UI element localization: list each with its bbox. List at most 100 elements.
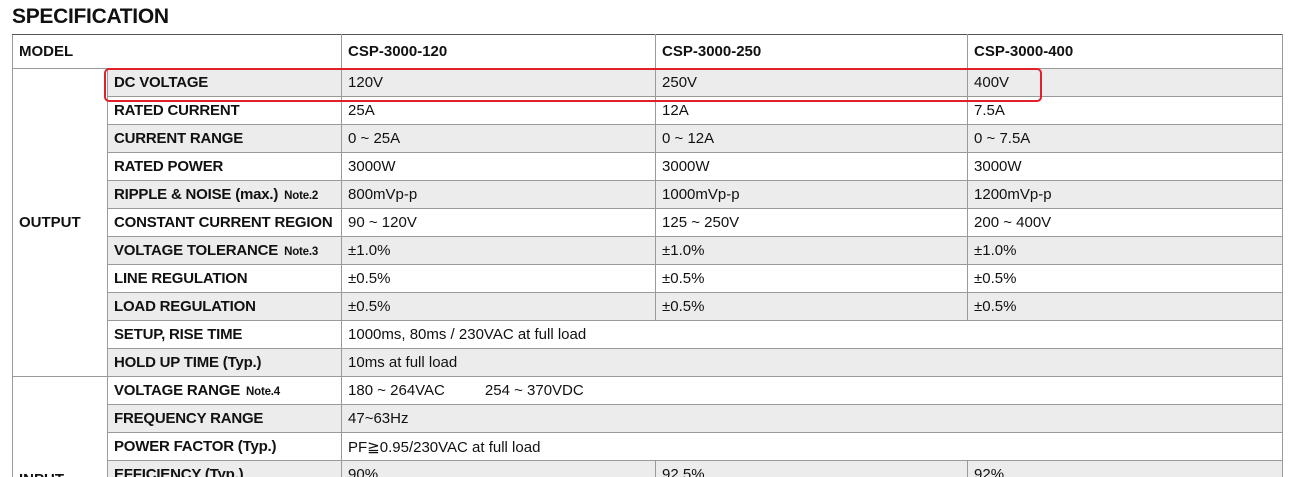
label-text: LOAD REGULATION: [114, 298, 256, 315]
spec-row: RATED POWER 3000W 3000W 3000W: [13, 152, 1284, 181]
value-cell: 0 ~ 7.5A: [967, 124, 1284, 153]
value-cell: 1200mVp-p: [967, 180, 1284, 209]
spec-row: POWER FACTOR (Typ.) PF≧0.95/230VAC at ful…: [13, 432, 1284, 461]
value-cell: 125 ~ 250V: [655, 208, 969, 237]
value-cell: 0 ~ 12A: [655, 124, 969, 153]
label-text: DC VOLTAGE: [114, 74, 209, 91]
value-cell: 180 ~ 264VAC 254 ~ 370VDC: [341, 376, 1284, 405]
group-label: INPUT: [12, 376, 108, 477]
model-name: CSP-3000-400: [967, 34, 1284, 69]
spec-row: SETUP, RISE TIME 1000ms, 80ms / 230VAC at…: [13, 320, 1284, 349]
value-text: 254 ~ 370VDC: [484, 382, 584, 399]
label-text: FREQUENCY RANGE: [114, 410, 264, 427]
row-label: RATED POWER: [106, 152, 343, 181]
value-cell: ±0.5%: [655, 292, 969, 321]
value-cell: 92.5%: [655, 460, 969, 477]
spec-row: INPUT VOLTAGE RANGE Note.4 180 ~ 264VAC 254 …: [12, 376, 1284, 477]
label-text: RIPPLE & NOISE (max.): [114, 186, 279, 203]
spec-row: EFFICIENCY (Typ.) 90% 92.5% 92%: [13, 460, 1284, 477]
value-cell: 7.5A: [967, 96, 1284, 125]
row-label: FREQUENCY RANGE: [106, 404, 343, 433]
value-cell: ±1.0%: [967, 236, 1284, 265]
row-label: DC VOLTAGE: [106, 68, 343, 97]
label-text: VOLTAGE TOLERANCE: [114, 242, 279, 259]
value-cell: 800mVp-p: [341, 180, 657, 209]
title: SPECIFICATION: [12, 5, 169, 28]
spec-table: MODEL CSP-3000-120 CSP-3000-250 CSP-3000-40…: [11, 34, 1284, 477]
header-row: MODEL CSP-3000-120 CSP-3000-250 CSP-3000-40…: [11, 34, 1284, 69]
value-text: 180 ~ 264VAC: [348, 382, 445, 399]
value-text: PF≧0.95/230VAC at full load: [348, 438, 541, 456]
value-cell: 90 ~ 120V: [341, 208, 657, 237]
label-text: LINE REGULATION: [114, 270, 248, 287]
group-label: OUTPUT: [12, 68, 108, 377]
value-cell: ±0.5%: [967, 292, 1284, 321]
label-text: SETUP, RISE TIME: [114, 326, 243, 343]
spec-row: RATED CURRENT 25A 12A 7.5A: [13, 96, 1284, 125]
label-text: VOLTAGE RANGE: [114, 382, 241, 399]
label-text: RATED POWER: [114, 158, 224, 175]
value-text: 47~63Hz: [348, 410, 409, 427]
row-label: VOLTAGE TOLERANCE Note.3: [106, 236, 343, 265]
value-cell: 3000W: [655, 152, 969, 181]
value-cell: 200 ~ 400V: [967, 208, 1284, 237]
row-label: RATED CURRENT: [106, 96, 343, 125]
row-label: LINE REGULATION: [106, 264, 343, 293]
value-cell: 10ms at full load: [341, 348, 1284, 377]
row-label: EFFICIENCY (Typ.): [106, 460, 343, 477]
label-text: HOLD UP TIME (Typ.): [114, 354, 262, 371]
model-name: CSP-3000-120: [341, 34, 657, 69]
row-label: LOAD REGULATION: [106, 292, 343, 321]
value-cell: 90%: [341, 460, 657, 477]
value-cell: 3000W: [967, 152, 1284, 181]
model-name: CSP-3000-250: [655, 34, 969, 69]
value-cell: 92%: [967, 460, 1284, 477]
label-text: RATED CURRENT: [114, 102, 240, 119]
row-label: HOLD UP TIME (Typ.): [106, 348, 343, 377]
row-label: SETUP, RISE TIME: [106, 320, 343, 349]
value-text: 10ms at full load: [348, 354, 458, 371]
value-cell: ±0.5%: [341, 264, 657, 293]
value-cell: ±1.0%: [341, 236, 657, 265]
value-cell: 1000mVp-p: [655, 180, 969, 209]
spec-row: OUTPUT DC VOLTAGE 120V 250V 400V: [12, 68, 1284, 377]
spec-row: HOLD UP TIME (Typ.) 10ms at full load: [13, 348, 1284, 377]
spec-row: VOLTAGE TOLERANCE Note.3 ±1.0% ±1.0% ±1.0%: [13, 236, 1284, 265]
label-text: POWER FACTOR (Typ.): [114, 438, 277, 455]
value-cell: 47~63Hz: [341, 404, 1284, 433]
value-cell: ±0.5%: [341, 292, 657, 321]
spec-row: CONSTANT CURRENT REGION 90 ~ 120V 125 ~ 25…: [13, 208, 1284, 237]
spec-row: LINE REGULATION ±0.5% ±0.5% ±0.5%: [13, 264, 1284, 293]
row-label: POWER FACTOR (Typ.): [106, 432, 343, 461]
value-cell: 25A: [341, 96, 657, 125]
value-text: 1000ms, 80ms / 230VAC at full load: [348, 326, 587, 343]
label-text: EFFICIENCY (Typ.): [114, 466, 244, 477]
value-cell: 1000ms, 80ms / 230VAC at full load: [341, 320, 1284, 349]
value-cell: PF≧0.95/230VAC at full load: [341, 432, 1284, 461]
spec-row: LOAD REGULATION ±0.5% ±0.5% ±0.5%: [13, 292, 1284, 321]
value-cell: 120V: [341, 68, 657, 97]
value-cell: ±0.5%: [655, 264, 969, 293]
row-label: VOLTAGE RANGE Note.4: [106, 376, 343, 405]
row-label: CURRENT RANGE: [106, 124, 343, 153]
row-label: RIPPLE & NOISE (max.) Note.2: [106, 180, 343, 209]
label-text: CONSTANT CURRENT REGION: [114, 214, 333, 231]
note: Note.2: [284, 190, 319, 202]
header-label: MODEL: [11, 34, 343, 69]
spec-row: FREQUENCY RANGE 47~63Hz: [13, 404, 1284, 433]
value-cell: 400V: [967, 68, 1284, 97]
value-cell: 250V: [655, 68, 969, 97]
row-label: CONSTANT CURRENT REGION: [106, 208, 343, 237]
label-text: CURRENT RANGE: [114, 130, 244, 147]
value-cell: 12A: [655, 96, 969, 125]
spec-row: RIPPLE & NOISE (max.) Note.2 800mVp-p 1000m…: [13, 180, 1284, 209]
value-cell: 0 ~ 25A: [341, 124, 657, 153]
value-cell: 3000W: [341, 152, 657, 181]
note: Note.3: [284, 246, 319, 258]
value-cell: ±1.0%: [655, 236, 969, 265]
note: Note.4: [246, 386, 280, 398]
value-cell: ±0.5%: [967, 264, 1284, 293]
spec-row: CURRENT RANGE 0 ~ 25A 0 ~ 12A 0 ~ 7.5A: [13, 124, 1284, 153]
